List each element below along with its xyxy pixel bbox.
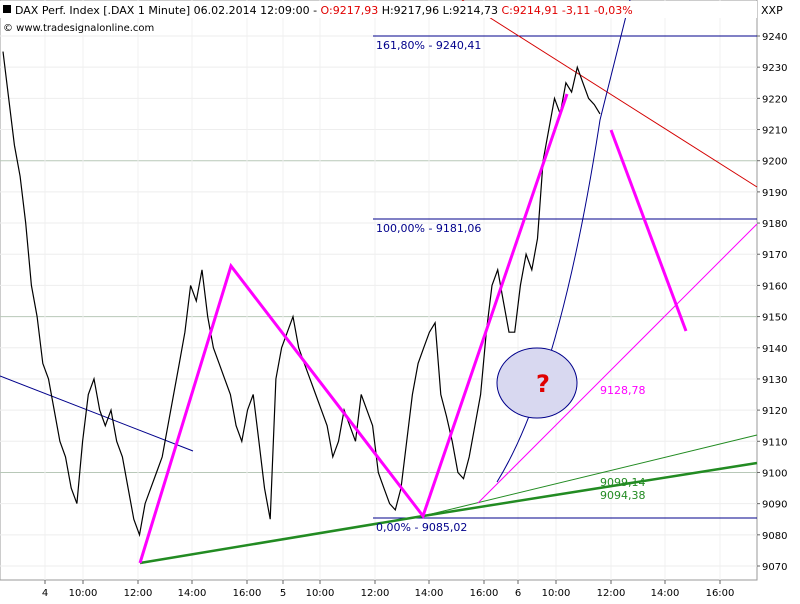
green-support-thick-2	[422, 461, 758, 518]
header-low: L:9214,73	[439, 4, 501, 17]
y-tick-label: 9150	[762, 313, 787, 324]
question-ellipse	[496, 347, 578, 419]
overlays	[0, 0, 758, 565]
x-tick-label: 10:00	[306, 588, 335, 599]
y-axis: 9070 9080 9090 9100 9110 9120 9130 9140 9150 9160…	[757, 32, 787, 573]
x-tick-label: 12:00	[124, 588, 153, 599]
blue-trendline-left	[0, 375, 194, 452]
header: DAX Perf. Index [.DAX 1 Minute] 06.02.20…	[0, 1, 757, 34]
fib-161-label: 161,80% - 9240,41	[376, 39, 481, 52]
y-tick-label: 9220	[762, 94, 787, 105]
y-tick-label: 9170	[762, 250, 787, 261]
x-tick-label: 14:00	[651, 588, 680, 599]
green-1-label: 9099,14	[600, 476, 646, 489]
grid	[0, 0, 757, 580]
header-open: O:9217,93	[321, 4, 379, 17]
watermark: © www.tradesignalonline.com	[3, 23, 154, 34]
y-tick-label: 9200	[762, 157, 787, 168]
y-tick-label: 9160	[762, 281, 787, 292]
header-close: C:9214,91 -3,11 -0,03%	[502, 4, 633, 17]
header-color-swatch	[3, 5, 11, 13]
y-tick-label: 9190	[762, 188, 787, 199]
red-trendline	[461, 0, 758, 188]
svg-text:DAX Perf. Index [.DAX 1 Minut: DAX Perf. Index [.DAX 1 Minute] 06.02.20…	[15, 4, 633, 17]
x-tick-label: 16:00	[470, 588, 499, 599]
x-tick-label: 16:00	[706, 588, 735, 599]
y-tick-label: 9090	[762, 500, 787, 511]
x-tick-label: 6	[515, 588, 521, 599]
x-tick-label: 10:00	[69, 588, 98, 599]
y-tick-label: 9240	[762, 32, 787, 43]
y-tick-label: 9140	[762, 344, 787, 355]
x-tick-label: 14:00	[178, 588, 207, 599]
x-tick-label: 16:00	[233, 588, 262, 599]
header-high: H:9217,96	[378, 4, 439, 17]
y-tick-label: 9130	[762, 375, 787, 386]
y-tick-label: 9210	[762, 126, 787, 137]
x-tick-label: 12:00	[361, 588, 390, 599]
green-support-thick	[139, 514, 424, 565]
y-tick-label: 9080	[762, 531, 787, 542]
pink-thin-trend	[477, 223, 758, 504]
x-tick-label: 4	[42, 588, 48, 599]
magenta-zigzag	[138, 93, 569, 564]
y-tick-label: 9180	[762, 219, 787, 230]
y-tick-label: 9120	[762, 406, 787, 417]
y-tick-label: 9100	[762, 468, 787, 479]
y-tick-label: 9230	[762, 63, 787, 74]
x-tick-label: 14:00	[415, 588, 444, 599]
x-tick-label: 12:00	[597, 588, 626, 599]
green-2-label: 9094,38	[600, 489, 646, 502]
question-mark: ?	[536, 370, 550, 398]
x-axis: 4 10:00 12:00 14:00 16:00 5 10:00 12:00 14:00 16:…	[42, 580, 735, 599]
y-tick-label: 9070	[762, 562, 787, 573]
x-tick-label: 10:00	[542, 588, 571, 599]
axis-unit: XXP	[761, 4, 783, 17]
blue-curve	[496, 0, 631, 483]
y-tick-label: 9110	[762, 437, 787, 448]
x-tick-label: 5	[280, 588, 286, 599]
header-symbol: DAX Perf. Index [.DAX 1 Minute] 06.02.20…	[15, 4, 321, 17]
fib-100-label: 100,00% - 9181,06	[376, 222, 481, 235]
magenta-projection	[609, 129, 688, 332]
pink-target-label: 9128,78	[600, 384, 646, 397]
fib-0-label: 0,00% - 9085,02	[376, 521, 467, 534]
